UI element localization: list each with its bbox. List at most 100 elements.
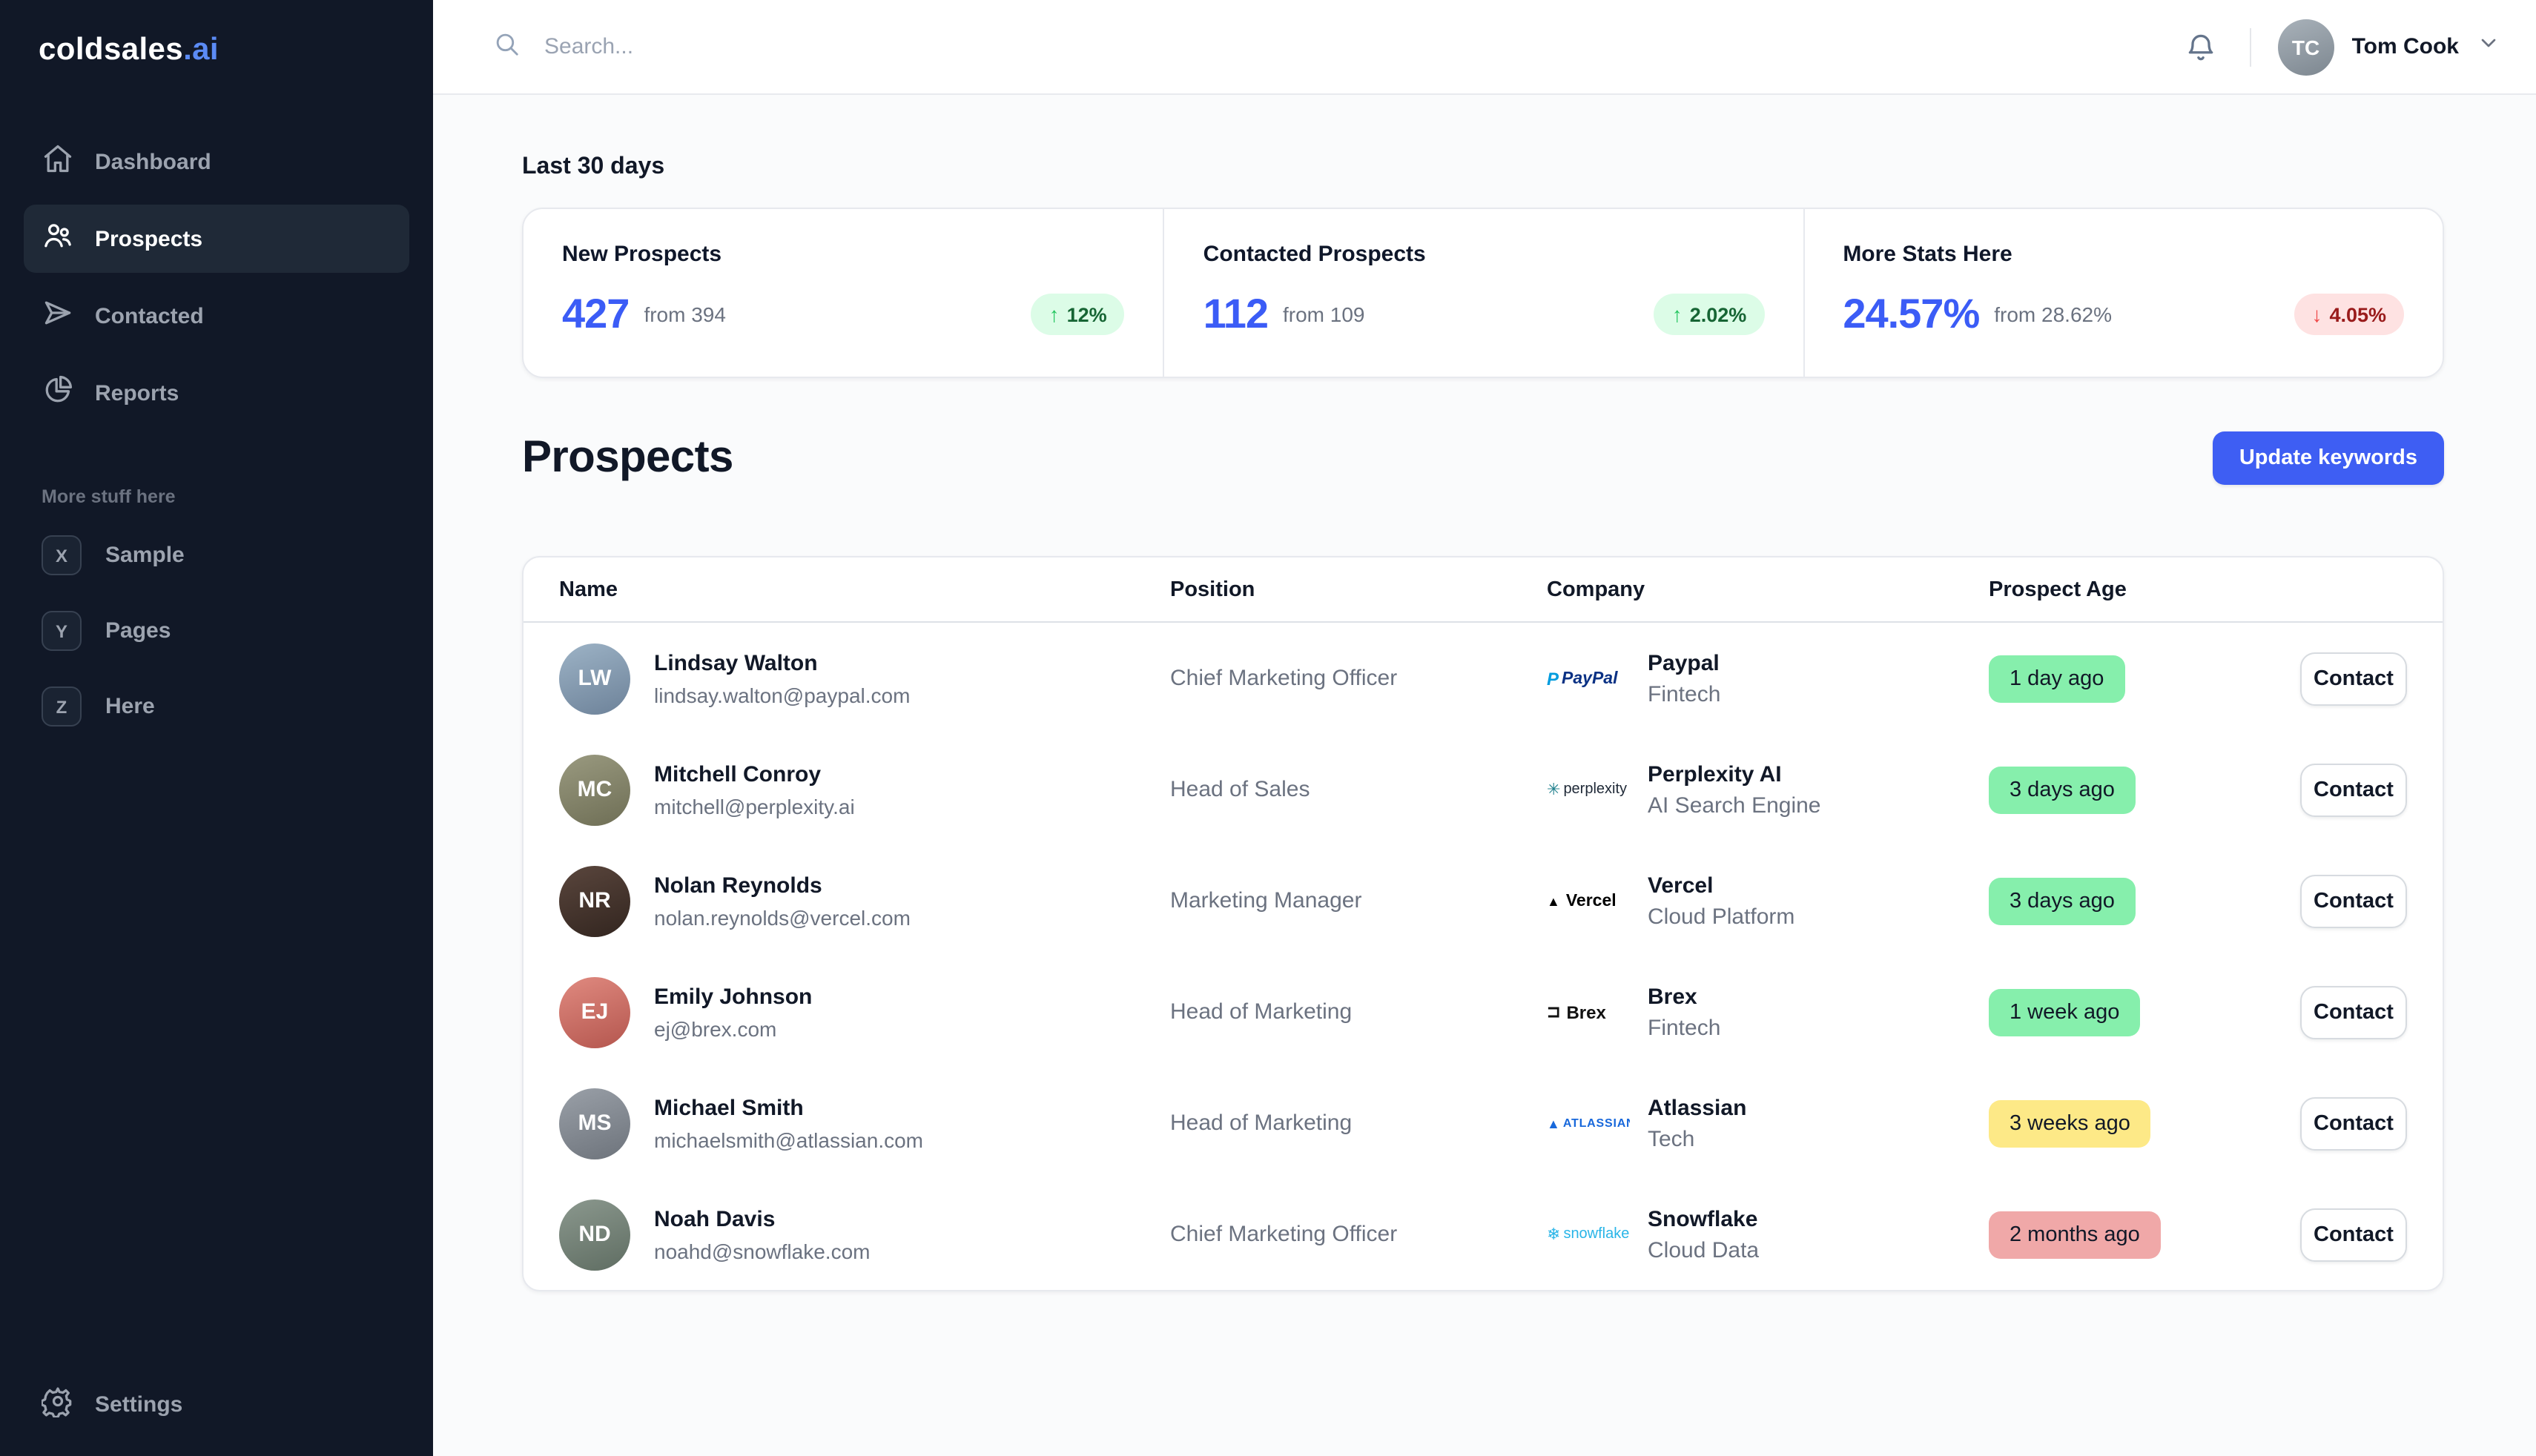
period-label: Last 30 days <box>522 154 665 179</box>
sidebar-item-label: Reports <box>95 380 179 406</box>
avatar: ND <box>559 1199 630 1270</box>
company-industry: Tech <box>1648 1126 1695 1151</box>
trend-down-icon: ↓ <box>2311 302 2322 326</box>
prospect-email: noahd@snowflake.com <box>654 1239 871 1263</box>
sidebar-item-dashboard[interactable]: Dashboard <box>24 128 409 196</box>
user-name: Tom Cook <box>2351 34 2459 59</box>
sidebar-extras: X Sample Y Pages Z Here <box>0 522 433 749</box>
stat-value: 24.57% <box>1843 291 1980 337</box>
trend-up-icon: ↑ <box>1671 302 1683 326</box>
prospect-email: ej@brex.com <box>654 1016 777 1040</box>
snowflake-logo: ❄ snowflake <box>1547 1226 1630 1244</box>
search-input[interactable] <box>541 33 1164 61</box>
stat-title: New Prospects <box>562 242 722 267</box>
company-industry: Fintech <box>1648 1015 1721 1040</box>
prospect-email: michaelsmith@atlassian.com <box>654 1128 923 1151</box>
notifications-bell-icon[interactable] <box>2179 24 2223 69</box>
key-badge: Z <box>42 686 82 727</box>
brand-suffix: .ai <box>183 33 219 67</box>
prospect-email: lindsay.walton@paypal.com <box>654 683 911 707</box>
key-badge: Y <box>42 611 82 651</box>
prospect-name: Emily Johnson <box>654 984 813 1009</box>
table-row: MS Michael Smith michaelsmith@atlassian.… <box>524 1068 2443 1179</box>
sidebar: coldsales.ai Dashboard Prospects Contact… <box>0 0 433 1456</box>
contact-button[interactable]: Contact <box>2300 874 2407 927</box>
sidebar-item-contacted[interactable]: Contacted <box>24 282 409 350</box>
prospect-name: Lindsay Walton <box>654 650 818 675</box>
contact-button[interactable]: Contact <box>2300 1208 2407 1261</box>
company-name: Paypal <box>1648 650 1720 675</box>
company-industry: Cloud Platform <box>1648 904 1795 929</box>
topbar-right: TC Tom Cook <box>2179 19 2500 75</box>
send-icon <box>42 297 74 335</box>
avatar: LW <box>559 643 630 714</box>
prospect-age-badge: 2 months ago <box>1989 1211 2161 1258</box>
sidebar-item-here[interactable]: Z Here <box>24 673 409 740</box>
table-row: ND Noah Davis noahd@snowflake.com Chief … <box>524 1179 2443 1290</box>
topbar-divider <box>2249 27 2251 66</box>
stat-delta-badge: ↑ 2.02% <box>1654 294 1765 335</box>
sidebar-item-label: Prospects <box>95 226 203 251</box>
table-row: LW Lindsay Walton lindsay.walton@paypal.… <box>524 623 2443 734</box>
prospect-name: Michael Smith <box>654 1095 804 1120</box>
perplexity-logo: ✳ perplexity <box>1547 781 1628 799</box>
company-industry: AI Search Engine <box>1648 792 1821 818</box>
contact-button[interactable]: Contact <box>2300 763 2407 816</box>
brex-logo: ⊐ Brex <box>1547 1002 1606 1022</box>
avatar: MS <box>559 1088 630 1159</box>
sidebar-item-prospects[interactable]: Prospects <box>24 205 409 273</box>
contact-button[interactable]: Contact <box>2300 985 2407 1039</box>
settings-label: Settings <box>95 1392 183 1417</box>
prospect-position: Marketing Manager <box>1170 888 1362 913</box>
prospect-position: Chief Marketing Officer <box>1170 666 1398 691</box>
company-industry: Fintech <box>1648 681 1721 707</box>
pie-chart-icon <box>42 374 74 412</box>
prospect-position: Chief Marketing Officer <box>1170 1222 1398 1247</box>
sidebar-item-label: Contacted <box>95 303 204 328</box>
stat-previous: from 28.62% <box>1994 302 2112 326</box>
atlassian-logo: ▲ ATLASSIAN <box>1547 1116 1630 1131</box>
prospect-position: Head of Marketing <box>1170 1111 1353 1136</box>
contact-button[interactable]: Contact <box>2300 652 2407 705</box>
stat-card-contacted-prospects: Contacted Prospects 112 from 109 ↑ 2.02% <box>1163 209 1803 377</box>
stat-delta-badge: ↑ 12% <box>1031 294 1125 335</box>
update-keywords-button[interactable]: Update keywords <box>2212 431 2444 485</box>
stat-title: More Stats Here <box>1843 242 2012 267</box>
company-name: Atlassian <box>1648 1095 1747 1120</box>
company-name: Vercel <box>1648 873 1714 898</box>
company-name: Perplexity AI <box>1648 761 1782 787</box>
sidebar-item-label: Here <box>105 694 155 719</box>
sidebar-section-label: More stuff here <box>42 486 176 507</box>
content: Last 30 days New Prospects 427 from 394 … <box>433 95 2536 1291</box>
company-name: Brex <box>1648 984 1697 1009</box>
sidebar-item-pages[interactable]: Y Pages <box>24 598 409 664</box>
home-icon <box>42 142 74 181</box>
user-menu[interactable]: TC Tom Cook <box>2277 19 2500 75</box>
sidebar-nav: Dashboard Prospects Contacted Reports <box>0 128 433 436</box>
stat-previous: from 109 <box>1283 302 1365 326</box>
sidebar-item-label: Dashboard <box>95 149 211 174</box>
sidebar-item-settings[interactable]: Settings <box>0 1352 433 1456</box>
company-name: Snowflake <box>1648 1206 1758 1231</box>
stat-value: 427 <box>562 291 630 337</box>
paypal-logo: P PayPal <box>1547 668 1618 689</box>
brand-name: coldsales <box>39 33 184 67</box>
prospect-position: Head of Marketing <box>1170 999 1353 1025</box>
prospect-email: nolan.reynolds@vercel.com <box>654 905 911 929</box>
contact-button[interactable]: Contact <box>2300 1096 2407 1150</box>
brand-logo: coldsales.ai <box>0 0 433 77</box>
stat-card-more-stats: More Stats Here 24.57% from 28.62% ↓ 4.0… <box>1803 209 2443 377</box>
stat-previous: from 394 <box>644 302 726 326</box>
sidebar-item-reports[interactable]: Reports <box>24 359 409 427</box>
stat-card-new-prospects: New Prospects 427 from 394 ↑ 12% <box>524 209 1163 377</box>
topbar: TC Tom Cook <box>433 0 2536 95</box>
sidebar-item-label: Pages <box>105 618 171 643</box>
sidebar-item-sample[interactable]: X Sample <box>24 522 409 589</box>
prospect-email: mitchell@perplexity.ai <box>654 794 855 818</box>
gear-icon <box>40 1385 74 1423</box>
sidebar-item-label: Sample <box>105 543 185 568</box>
prospect-name: Mitchell Conroy <box>654 761 822 787</box>
table-row: EJ Emily Johnson ej@brex.com Head of Mar… <box>524 956 2443 1068</box>
vercel-logo: ▲ Vercel <box>1547 892 1617 910</box>
